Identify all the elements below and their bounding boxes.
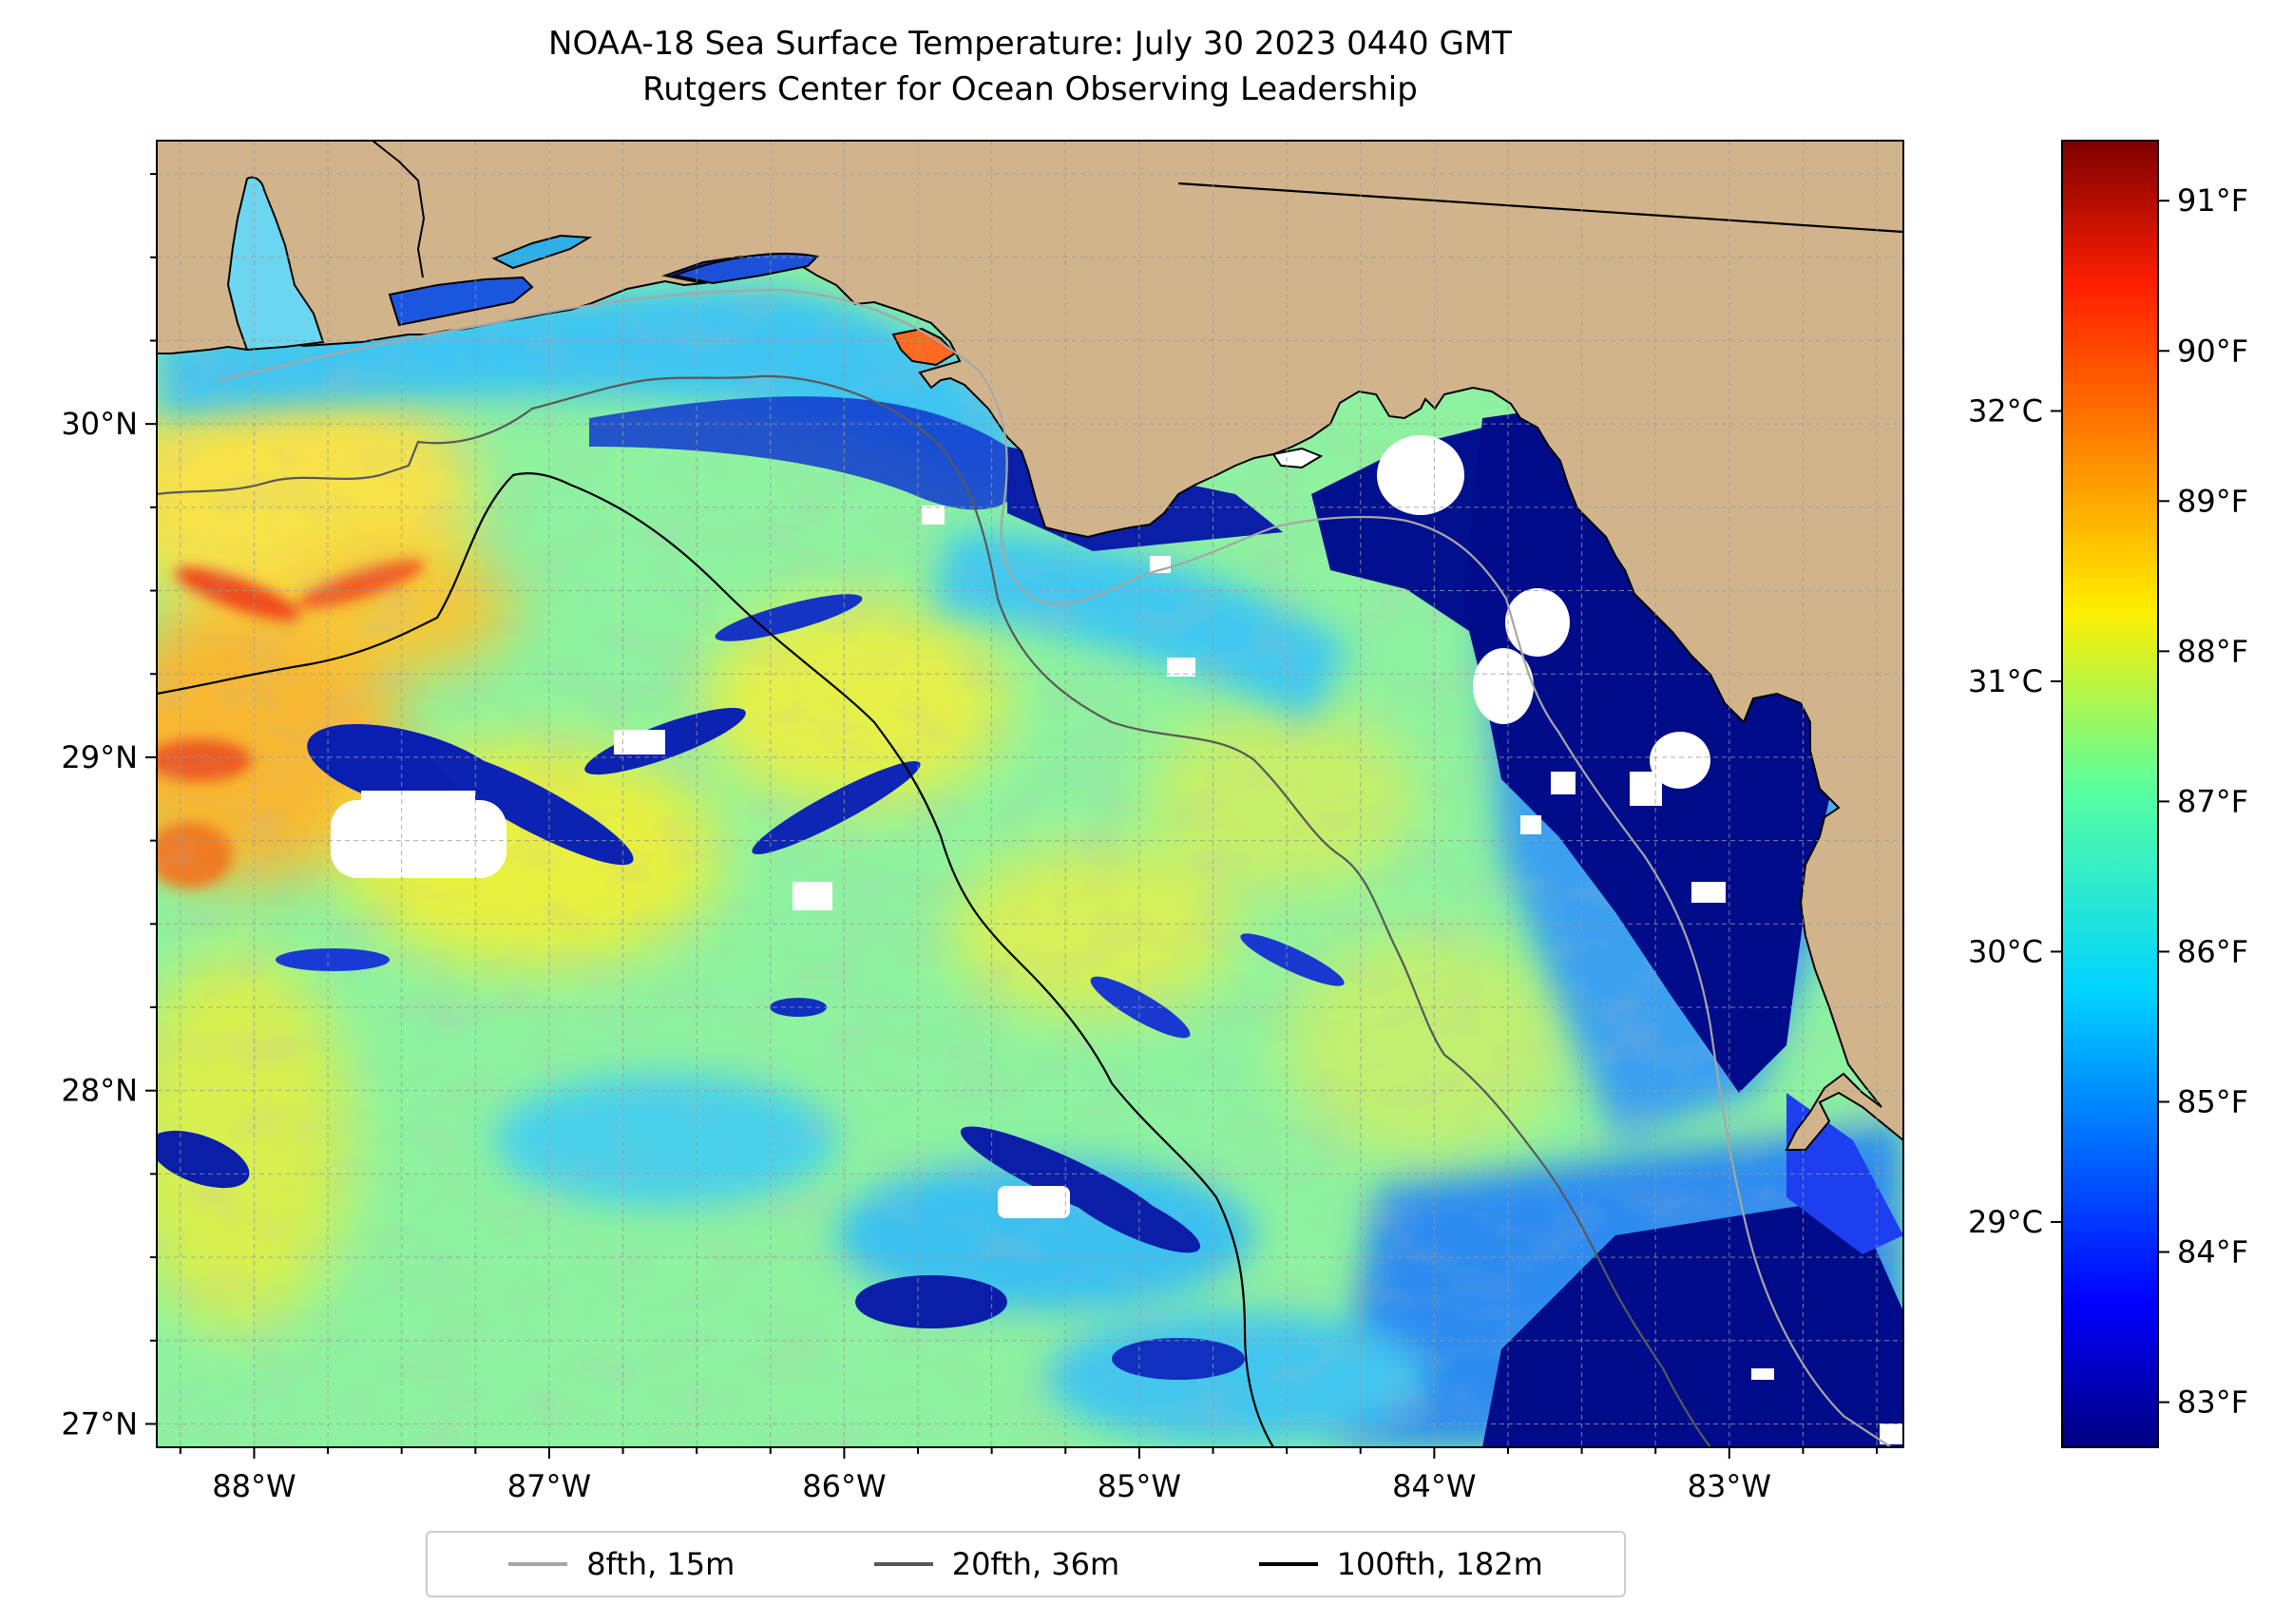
fahrenheit-tick-label: 89°F: [2177, 483, 2248, 519]
legend-item: 8fth, 15m: [508, 1546, 735, 1582]
fahrenheit-tick-label: 85°F: [2177, 1083, 2248, 1119]
legend-label: 100fth, 182m: [1336, 1546, 1543, 1582]
colorbar-ticks: 91°F 90°F 89°F 88°F 87°F 86°F 85°F 84°F 83°F 32°C…: [1968, 182, 2248, 1420]
map-gridlines: [157, 141, 1903, 1447]
longitude-tick-label: 84°W: [1392, 1468, 1476, 1504]
latitude-tick-label: 29°N: [61, 739, 138, 775]
celsius-tick-label: 29°C: [1968, 1204, 2043, 1240]
isobath-legend: 8fth, 15m 20fth, 36m 100fth, 182m: [426, 1531, 1626, 1597]
celsius-tick-label: 31°C: [1968, 663, 2043, 699]
colorbar-gradient: [2061, 140, 2159, 1448]
title-line-1: NOAA-18 Sea Surface Temperature: July 30…: [548, 25, 1512, 63]
celsius-tick-label: 30°C: [1968, 933, 2043, 969]
chart-title: NOAA-18 Sea Surface Temperature: July 30…: [157, 21, 1903, 112]
fahrenheit-tick-label: 86°F: [2177, 933, 2248, 969]
latitude-tick-label: 27°N: [61, 1405, 138, 1442]
legend-line-swatch: [1258, 1562, 1318, 1566]
longitude-tick-label: 86°W: [802, 1468, 886, 1504]
isobath-8fth: [218, 288, 1892, 1447]
fahrenheit-tick-label: 88°F: [2177, 633, 2248, 669]
longitude-tick-label: 88°W: [212, 1468, 296, 1504]
fahrenheit-tick-label: 84°F: [2177, 1234, 2248, 1271]
isobath-20fth: [157, 374, 1711, 1447]
legend-item: 100fth, 182m: [1258, 1546, 1543, 1582]
latitude-tick-label: 28°N: [61, 1073, 138, 1109]
title-line-2: Rutgers Center for Ocean Observing Leade…: [642, 70, 1418, 108]
cloud-mask-areas: [331, 435, 1902, 1444]
longitude-tick-label: 87°W: [507, 1468, 591, 1504]
legend-label: 8fth, 15m: [586, 1546, 735, 1582]
legend-label: 20fth, 36m: [951, 1546, 1120, 1582]
fahrenheit-tick-label: 83°F: [2177, 1385, 2248, 1421]
fahrenheit-tick-label: 87°F: [2177, 783, 2248, 819]
legend-item: 20fth, 36m: [873, 1546, 1120, 1582]
fahrenheit-tick-label: 90°F: [2177, 333, 2248, 369]
map-frame: [156, 140, 1904, 1448]
legend-line-swatch: [508, 1562, 568, 1566]
map-axis-ticks: 88°W 87°W 86°W 85°W 84°W 83°W 30°N 29°N 28°N 27°N: [61, 173, 1879, 1504]
coastal-bays: [388, 234, 1324, 469]
latitude-tick-label: 30°N: [61, 406, 138, 442]
longitude-tick-label: 85°W: [1098, 1468, 1181, 1504]
legend-line-swatch: [873, 1562, 933, 1566]
state-boundary-line: [1177, 182, 1903, 234]
longitude-tick-label: 83°W: [1688, 1468, 1771, 1504]
map-area: [157, 141, 1903, 1447]
state-boundary-west: [372, 141, 426, 278]
isobath-100fth: [157, 471, 1274, 1447]
fahrenheit-tick-label: 91°F: [2177, 182, 2248, 219]
celsius-tick-label: 32°C: [1968, 392, 2043, 429]
